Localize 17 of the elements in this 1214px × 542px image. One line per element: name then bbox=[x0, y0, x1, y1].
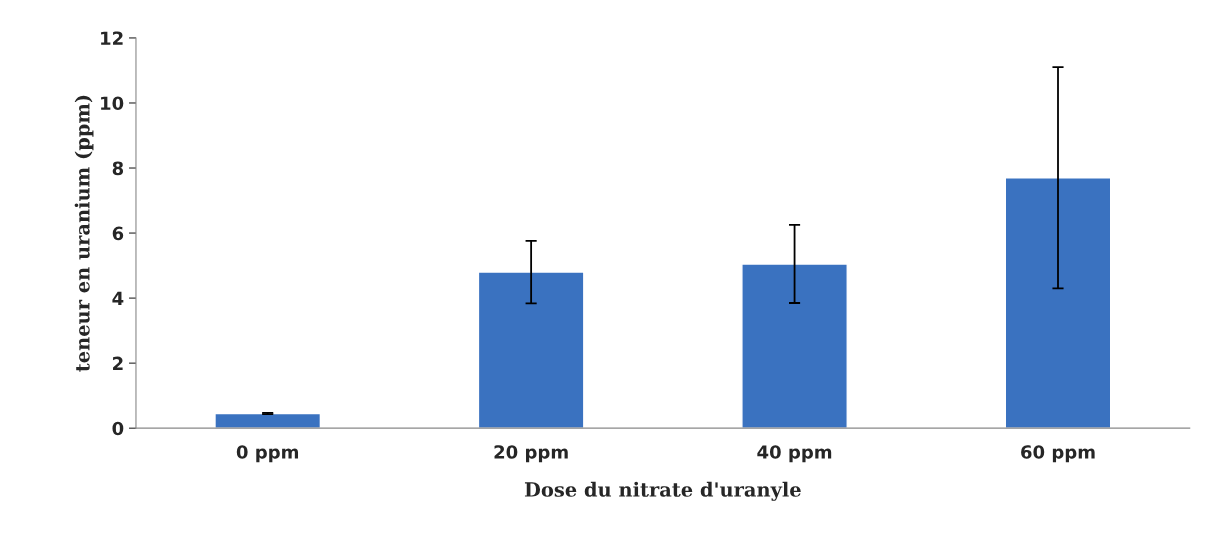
y-axis-title: teneur en uranium (ppm) bbox=[74, 95, 94, 372]
x-tick-label: 20 ppm bbox=[494, 445, 568, 463]
y-tick-label: 8 bbox=[112, 161, 124, 176]
y-tick-label: 2 bbox=[113, 356, 123, 370]
bar bbox=[214, 412, 322, 429]
x-tick-label: 40 ppm bbox=[757, 445, 832, 463]
bar bbox=[1004, 177, 1112, 429]
y-tick-label: 10 bbox=[101, 96, 124, 111]
y-tick-label: 12 bbox=[101, 31, 123, 45]
y-tick-label: 0 bbox=[112, 421, 124, 436]
x-axis-title: Dose du nitrate d'uranyle bbox=[524, 481, 801, 501]
x-tick-label: 60 ppm bbox=[1021, 445, 1095, 463]
bar bbox=[477, 271, 585, 429]
y-tick-label: 6 bbox=[112, 226, 124, 241]
y-tick-label: 4 bbox=[112, 291, 124, 305]
bar bbox=[741, 263, 848, 429]
x-tick-label: 0 ppm bbox=[236, 445, 299, 463]
